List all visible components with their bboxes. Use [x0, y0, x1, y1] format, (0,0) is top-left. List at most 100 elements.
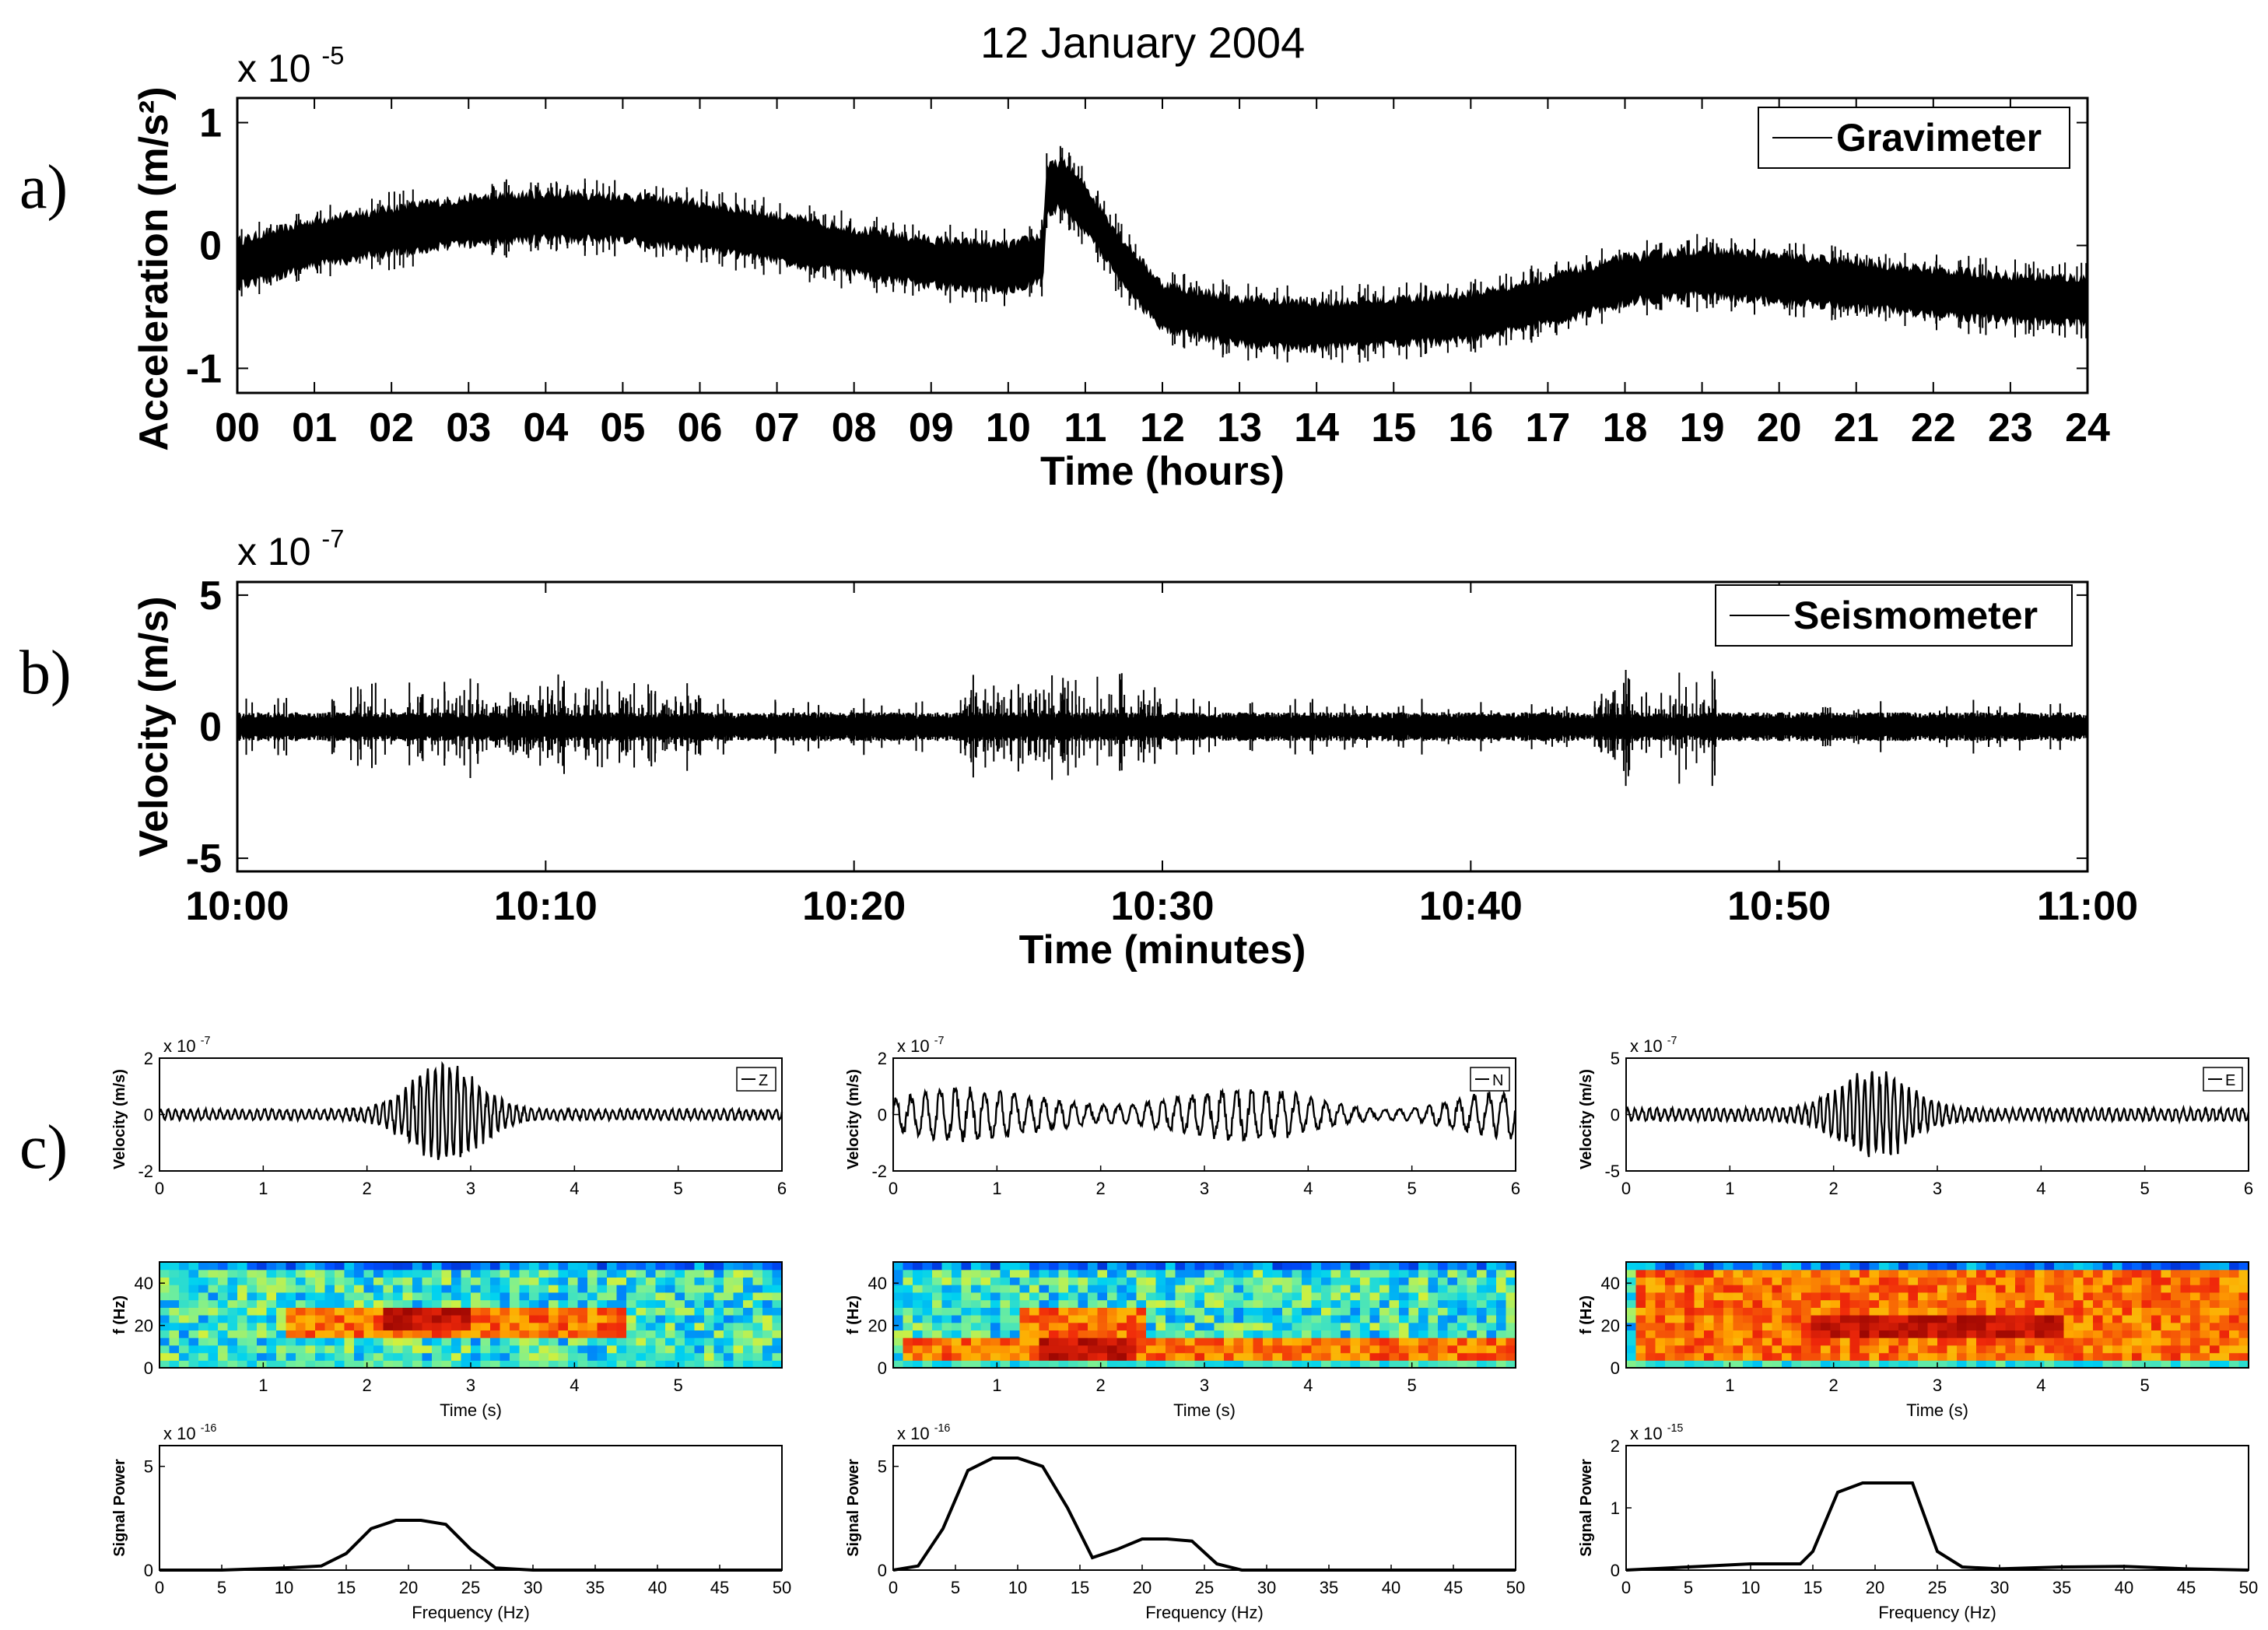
spectrogram-cell — [2238, 1292, 2249, 1301]
spectrogram-cell — [952, 1322, 962, 1330]
spectrogram-cell — [422, 1307, 433, 1316]
spectrogram-cell — [587, 1277, 598, 1285]
spectrogram-cell — [2112, 1344, 2123, 1354]
spectrogram-cell — [218, 1292, 229, 1301]
spectrogram-cell — [1762, 1269, 1773, 1278]
spectrogram-cell — [636, 1352, 647, 1361]
spectrogram-cell — [1782, 1269, 1793, 1278]
spectrogram-cell — [980, 1352, 991, 1361]
spectrogram-cell — [1175, 1277, 1186, 1285]
spectrogram-cell — [315, 1344, 326, 1354]
spectrogram-cell — [2190, 1352, 2201, 1361]
spectrogram-cell — [893, 1299, 904, 1308]
spectrogram-cell — [344, 1269, 355, 1278]
spectrogram-cell — [471, 1322, 482, 1330]
xtick-label-wave: 6 — [2244, 1179, 2253, 1198]
spectrogram-cell — [1399, 1299, 1410, 1308]
spectrogram-cell — [441, 1337, 452, 1346]
spectrogram-cell — [480, 1285, 491, 1293]
spectrogram-cell — [1214, 1299, 1225, 1308]
spectrogram-cell — [519, 1292, 530, 1301]
spectrogram-cell — [1243, 1285, 1254, 1293]
spectrogram-cell — [519, 1330, 530, 1338]
spectrogram-cell — [373, 1299, 384, 1308]
spectrogram-cell — [1029, 1360, 1040, 1369]
spectrogram-cell — [1166, 1330, 1176, 1338]
xtick-label-spec: 4 — [1303, 1376, 1313, 1395]
spectrogram-cell — [616, 1285, 627, 1293]
spectrogram-cell — [179, 1292, 190, 1301]
spectrogram-cell — [1272, 1307, 1283, 1316]
spectrogram-cell — [568, 1277, 579, 1285]
spectrogram-cell — [1369, 1352, 1380, 1361]
spectrogram-cell — [1986, 1344, 1996, 1354]
spectrogram-cell — [1811, 1292, 1821, 1301]
spectrogram-cell — [441, 1344, 452, 1354]
spectrogram-cell — [1772, 1277, 1783, 1285]
spectrogram-cell — [2102, 1262, 2113, 1271]
spectrogram-cell — [971, 1285, 982, 1293]
spectrogram-cell — [1428, 1337, 1439, 1346]
spectrogram-cell — [1791, 1299, 1802, 1308]
spectrogram-cell — [1447, 1322, 1458, 1330]
spectrogram-cell — [1849, 1337, 1860, 1346]
spectrogram-cell — [952, 1262, 962, 1271]
spectrogram-cell — [952, 1307, 962, 1316]
spectrogram-cell — [2122, 1262, 2133, 1271]
spectrogram-cell — [772, 1277, 783, 1285]
spectrogram-cell — [675, 1307, 685, 1316]
spectrogram-cell — [2005, 1307, 2016, 1316]
spectrogram-cell — [2083, 1285, 2094, 1293]
spectrogram-cell — [1078, 1344, 1088, 1354]
spectrogram-cell — [305, 1352, 316, 1361]
spectrogram-cell — [471, 1360, 482, 1369]
spectrogram-cell — [1399, 1352, 1410, 1361]
spectrogram-cell — [1496, 1299, 1507, 1308]
spectrogram-cell — [1155, 1299, 1166, 1308]
spectrogram-cell — [1898, 1344, 1909, 1354]
spectrogram-cell — [1506, 1269, 1516, 1278]
spectrogram-cell — [1214, 1352, 1225, 1361]
spectrogram-cell — [990, 1337, 1001, 1346]
spectrogram-cell — [2238, 1262, 2249, 1271]
spectrogram-cell — [480, 1299, 491, 1308]
spectrogram-cell — [2141, 1330, 2152, 1338]
spectrogram-cell — [422, 1337, 433, 1346]
spectrogram-cell — [1655, 1292, 1666, 1301]
spectrogram-cell — [2102, 1269, 2113, 1278]
spectrogram-cell — [577, 1285, 588, 1293]
spectrogram-cell — [1418, 1315, 1429, 1323]
spectrogram-cell — [529, 1337, 540, 1346]
xtick-label-spec: 4 — [2036, 1376, 2045, 1395]
spectrogram-cell — [932, 1360, 943, 1369]
spectrogram-cell — [1282, 1330, 1293, 1338]
spectrogram-cell — [1369, 1277, 1380, 1285]
spectrogram-cell — [1860, 1269, 1870, 1278]
spectrogram-cell — [1635, 1262, 1646, 1271]
spectrogram-cell — [286, 1337, 296, 1346]
spectrogram-cell — [169, 1344, 180, 1354]
spectrogram-cell — [1733, 1262, 1744, 1271]
xtick-label-spec: 3 — [466, 1376, 475, 1395]
spectrogram-cell — [1762, 1277, 1773, 1285]
spectrogram-cell — [932, 1337, 943, 1346]
xtick-label-power: 15 — [337, 1578, 356, 1597]
spectrogram-cell — [1155, 1292, 1166, 1301]
spectrogram-cell — [1908, 1277, 1919, 1285]
spectrogram-cell — [2210, 1337, 2221, 1346]
spectrogram-cell — [1996, 1352, 2007, 1361]
spectrogram-cell — [2024, 1262, 2035, 1271]
spectrogram-cell — [1243, 1322, 1254, 1330]
spectrogram-cell — [1438, 1262, 1449, 1271]
spectrogram-cell — [1486, 1299, 1497, 1308]
spectrogram-cell — [247, 1337, 258, 1346]
spectrogram-cell — [422, 1299, 433, 1308]
spectrogram-cell — [1116, 1269, 1127, 1278]
spectrogram-cell — [1146, 1285, 1157, 1293]
spectrogram-cell — [971, 1299, 982, 1308]
spectrogram-cell — [2044, 1262, 2055, 1271]
spectrogram-cell — [1957, 1292, 1968, 1301]
spectrogram-cell — [1496, 1285, 1507, 1293]
spectrogram-cell — [1655, 1307, 1666, 1316]
spectrogram-cell — [587, 1285, 598, 1293]
